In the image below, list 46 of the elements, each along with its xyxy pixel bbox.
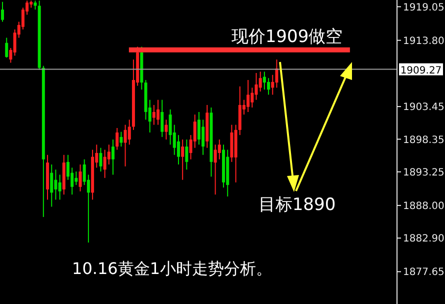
y-tick-label: 1898.35 xyxy=(403,134,444,146)
candlestick xyxy=(116,128,119,150)
candlestick xyxy=(218,139,221,160)
candlestick xyxy=(54,169,58,200)
candlestick xyxy=(168,108,172,146)
candlestick xyxy=(156,99,160,126)
candlestick xyxy=(5,37,8,58)
candlestick xyxy=(120,131,123,148)
y-tick-label: 1919.05 xyxy=(403,2,444,14)
y-tick-label: 1877.65 xyxy=(403,267,444,278)
candlestick xyxy=(258,71,262,92)
candlestick xyxy=(197,112,200,146)
candlestick xyxy=(124,124,127,167)
candlestick xyxy=(275,59,278,88)
annotation: 现价1909做空 xyxy=(231,27,343,47)
candlestick xyxy=(74,171,78,186)
y-tick-label: 1893.25 xyxy=(403,167,444,178)
candlestick xyxy=(254,72,258,100)
candlestick xyxy=(262,71,266,90)
candlestick xyxy=(103,149,106,178)
candlestick xyxy=(246,80,250,112)
y-tick-label: 1903.45 xyxy=(403,102,444,114)
candlestick xyxy=(160,99,164,138)
candlestick xyxy=(58,174,62,200)
candlestick xyxy=(13,28,16,56)
annotation: 10.16黄金1小时走势分析。 xyxy=(72,259,272,278)
candlestick xyxy=(1,1,4,22)
y-tick-label: 1888.00 xyxy=(403,200,444,212)
candlestick xyxy=(112,139,115,176)
y-tick-label: 1913.80 xyxy=(403,36,444,47)
candlestick xyxy=(214,144,217,196)
candlestick xyxy=(128,119,131,146)
candlestick xyxy=(250,87,254,108)
candlestick xyxy=(78,164,82,192)
candlestick xyxy=(202,119,205,156)
candlestick xyxy=(185,139,188,170)
candlestick xyxy=(267,78,270,96)
candlestick xyxy=(50,164,54,208)
y-tick-label: 1882.90 xyxy=(403,234,444,245)
candlestick xyxy=(152,104,156,126)
candlestick xyxy=(164,119,168,140)
candlestick xyxy=(176,134,180,165)
candlestick xyxy=(99,147,102,172)
annotation: 目标1890 xyxy=(258,195,336,215)
ref-line-label: 1909.27 xyxy=(400,65,442,76)
candlestick xyxy=(181,139,184,180)
